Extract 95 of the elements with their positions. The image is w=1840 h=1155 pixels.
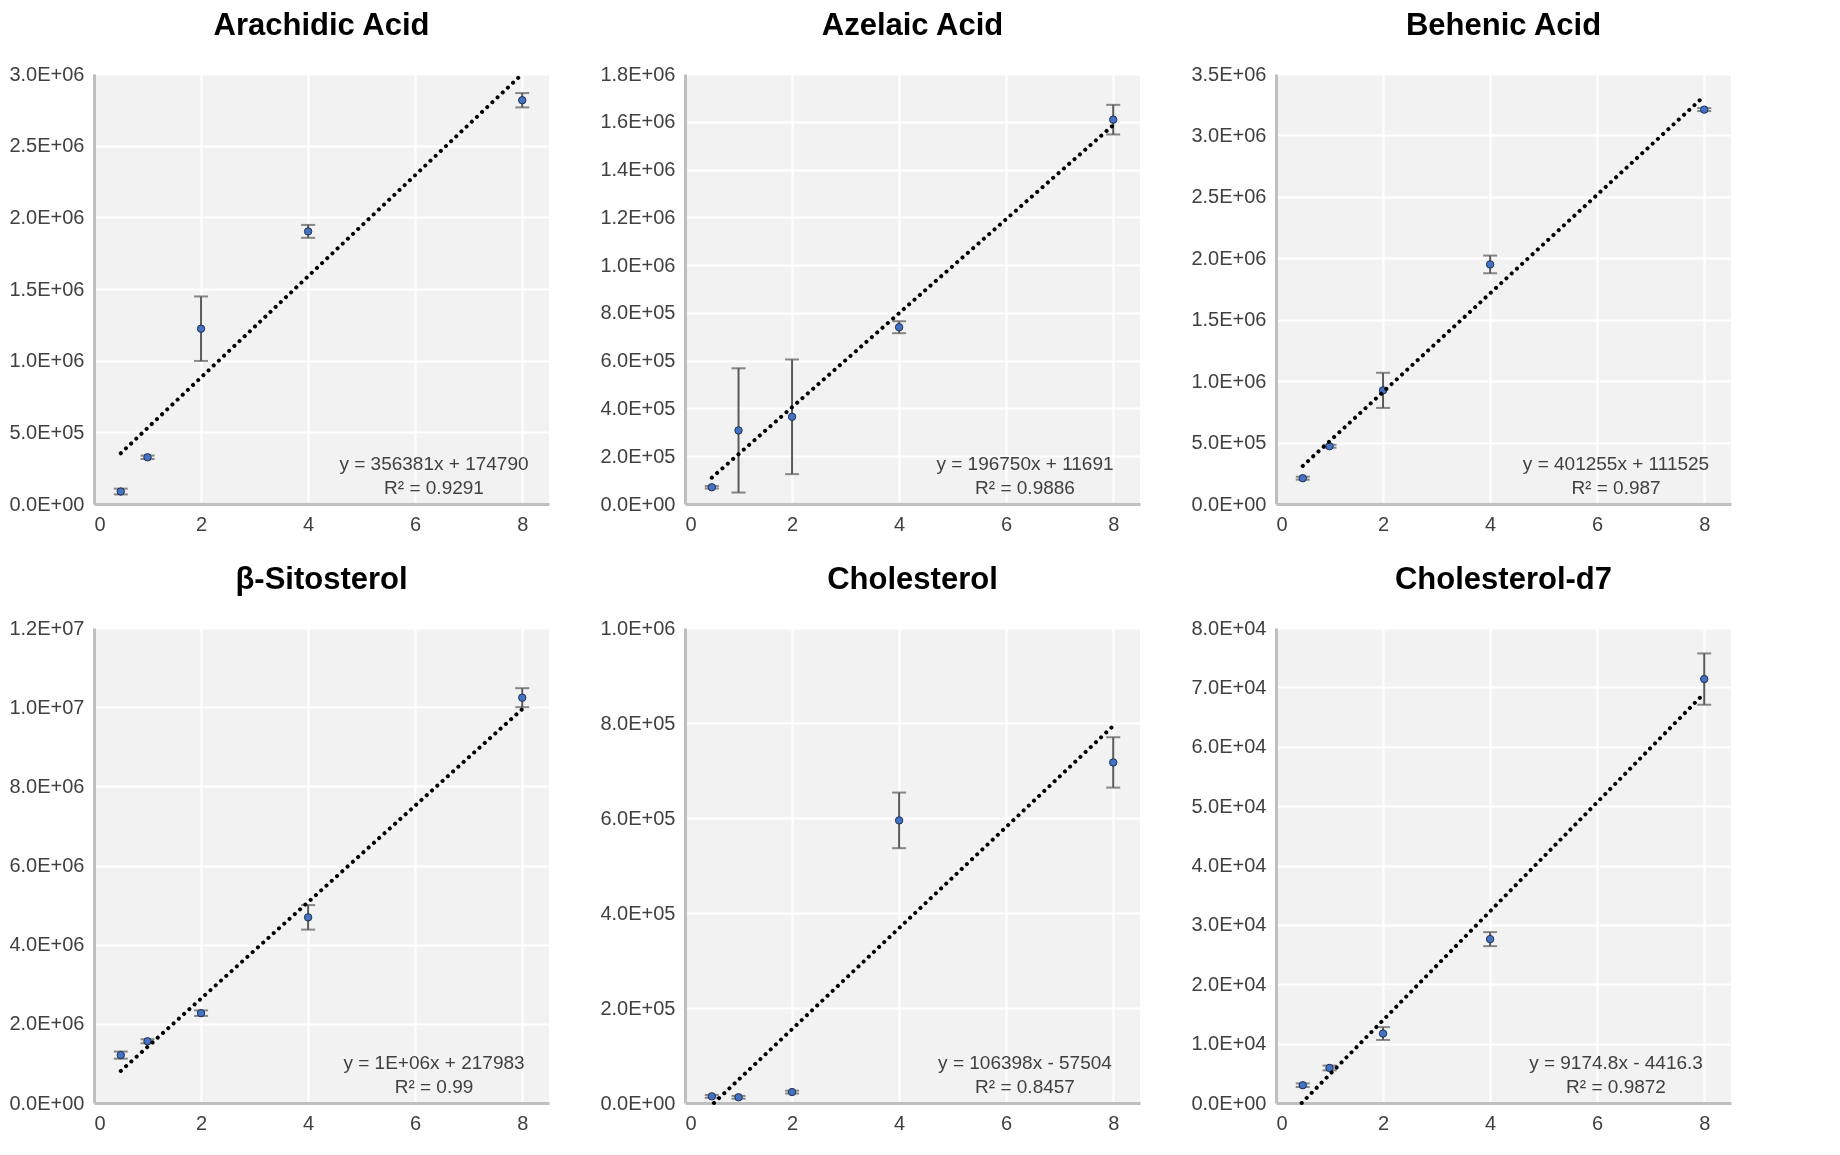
annotation: y = 196750x + 11691	[936, 453, 1114, 474]
y-tick-label: 0.0E+00	[1191, 492, 1267, 515]
y-tick-label: 0.0E+00	[600, 1091, 676, 1114]
y-tick-label: 5.0E+05	[1191, 431, 1267, 454]
annotation: y = 106398x - 57504	[938, 1052, 1113, 1073]
y-tick-label: 8.0E+06	[9, 774, 85, 797]
y-tick-label: 6.0E+06	[9, 854, 85, 876]
y-tick-label: 5.0E+04	[1191, 794, 1267, 817]
y-tick-label: 7.0E+04	[1191, 675, 1267, 698]
y-tick-label: 8.0E+05	[600, 711, 676, 734]
y-tick-label: 1.0E+06	[600, 616, 676, 639]
y-tick-label: 0.0E+00	[9, 1091, 85, 1114]
x-tick-label: 0	[1276, 512, 1288, 535]
x-tick-label: 6	[410, 512, 422, 535]
x-tick-label: 2	[1378, 512, 1390, 535]
x-tick-label: 4	[894, 512, 906, 535]
x-tick-label: 8	[517, 1111, 529, 1134]
y-tick-label: 1.2E+07	[9, 616, 85, 639]
x-tick-label: 2	[787, 512, 799, 535]
annotation: R² = 0.987	[1571, 477, 1661, 498]
x-tick-label: 2	[196, 1111, 208, 1134]
y-tick-label: 2.0E+05	[600, 444, 676, 467]
y-tick-label: 2.0E+06	[9, 1012, 85, 1035]
y-tick-label: 1.0E+04	[1191, 1032, 1267, 1055]
x-tick-label: 4	[303, 1111, 315, 1134]
y-tick-label: 4.0E+05	[600, 901, 676, 924]
x-tick-label: 4	[1485, 512, 1497, 535]
y-tick-label: 3.0E+06	[1191, 123, 1267, 146]
chart-title: Arachidic Acid	[213, 7, 430, 42]
x-tick-label: 8	[1699, 512, 1711, 535]
x-tick-label: 6	[1001, 1111, 1013, 1134]
y-tick-label: 8.0E+05	[600, 301, 676, 324]
y-tick-label: 2.5E+06	[9, 134, 85, 157]
x-tick-label: 2	[196, 512, 208, 535]
y-tick-label: 1.0E+07	[9, 695, 85, 718]
y-tick-label: 6.0E+04	[1191, 735, 1267, 758]
y-tick-label: 4.0E+04	[1191, 854, 1267, 876]
y-tick-label: 2.0E+06	[1191, 246, 1267, 269]
y-tick-label: 1.0E+06	[600, 253, 676, 276]
x-tick-label: 0	[685, 1111, 697, 1134]
x-tick-label: 6	[1592, 512, 1604, 535]
annotation: y = 356381x + 174790	[339, 453, 529, 474]
y-tick-label: 3.5E+06	[1191, 62, 1267, 85]
x-tick-label: 0	[1276, 1111, 1288, 1134]
annotation: y = 9174.8x - 4416.3	[1529, 1052, 1703, 1073]
x-tick-label: 8	[1108, 512, 1120, 535]
x-tick-label: 4	[894, 1111, 906, 1134]
x-tick-label: 8	[1108, 1111, 1120, 1134]
y-tick-label: 0.0E+00	[1191, 1091, 1267, 1114]
y-tick-label: 1.8E+06	[600, 62, 676, 85]
y-tick-label: 1.5E+06	[1191, 308, 1267, 331]
x-tick-label: 8	[1699, 1111, 1711, 1134]
y-tick-label: 1.2E+06	[600, 205, 676, 228]
annotation: R² = 0.8457	[975, 1076, 1075, 1097]
y-tick-label: 1.0E+06	[1191, 369, 1267, 392]
x-tick-label: 4	[303, 512, 315, 535]
y-tick-label: 6.0E+05	[600, 806, 676, 829]
y-tick-label: 8.0E+04	[1191, 616, 1267, 639]
x-tick-label: 6	[1001, 512, 1013, 535]
chart-title: Cholesterol-d7	[1394, 561, 1613, 596]
y-tick-label: 3.0E+06	[9, 62, 85, 85]
annotation: y = 1E+06x + 217983	[343, 1052, 525, 1073]
y-tick-label: 6.0E+05	[600, 349, 676, 372]
annotation: R² = 0.9872	[1566, 1076, 1666, 1097]
y-tick-label: 1.0E+06	[9, 349, 85, 372]
y-tick-label: 2.5E+06	[1191, 185, 1267, 208]
x-tick-label: 2	[787, 1111, 799, 1134]
x-tick-label: 0	[94, 512, 106, 535]
x-tick-label: 6	[410, 1111, 422, 1134]
y-tick-label: 1.6E+06	[600, 110, 676, 133]
x-tick-label: 8	[517, 512, 529, 535]
chart-title: Azelaic Acid	[821, 7, 1004, 42]
y-tick-label: 2.0E+06	[9, 205, 85, 228]
annotation: y = 401255x + 111525	[1522, 453, 1710, 474]
y-tick-label: 0.0E+00	[9, 492, 85, 515]
y-tick-label: 5.0E+05	[9, 420, 85, 443]
chart-title: Cholesterol	[827, 561, 998, 596]
chart-title: β-Sitosterol	[235, 561, 408, 596]
x-tick-label: 4	[1485, 1111, 1497, 1134]
y-tick-label: 4.0E+06	[9, 933, 85, 956]
y-tick-label: 2.0E+05	[600, 996, 676, 1019]
x-tick-label: 2	[1378, 1111, 1390, 1134]
annotation: R² = 0.9291	[384, 477, 484, 498]
y-tick-label: 4.0E+05	[600, 396, 676, 419]
x-tick-label: 0	[94, 1111, 106, 1134]
annotation: R² = 0.9886	[975, 477, 1075, 498]
y-tick-label: 3.0E+04	[1191, 913, 1267, 936]
y-tick-label: 2.0E+04	[1191, 972, 1267, 995]
annotation: R² = 0.99	[394, 1076, 474, 1097]
x-tick-label: 6	[1592, 1111, 1604, 1134]
chart-title: Behenic Acid	[1405, 7, 1602, 42]
y-tick-label: 1.4E+06	[600, 158, 676, 181]
y-tick-label: 1.5E+06	[9, 277, 85, 300]
y-tick-label: 0.0E+00	[600, 492, 676, 515]
x-tick-label: 0	[685, 512, 697, 535]
